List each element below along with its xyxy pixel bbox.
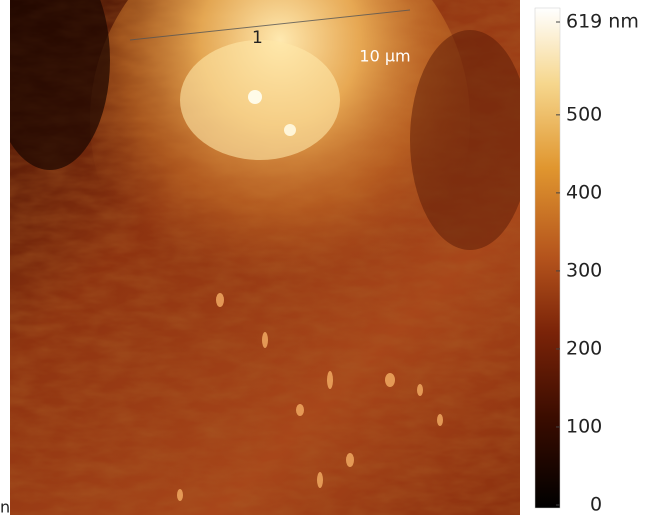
- colorbar-ticks: 619 nm 500 400 300 200 100 0: [556, 11, 639, 515]
- corner-label: n: [0, 498, 10, 515]
- colorbar-tick-label: 200: [566, 337, 602, 359]
- colorbar-tick-label: 619 nm: [566, 11, 639, 33]
- colorbar: [535, 8, 560, 508]
- scale-bar-label: 10 µm: [359, 47, 410, 66]
- colorbar-tick-label: 300: [566, 259, 602, 281]
- profile-label: 1: [252, 28, 263, 48]
- colorbar-tick-label: 0: [590, 494, 602, 515]
- afm-figure: 1 10 µm n 619 nm 500 400 300 200 100 0: [0, 0, 658, 515]
- colorbar-tick-label: 500: [566, 103, 602, 125]
- colorbar-tick-label: 100: [566, 415, 602, 437]
- colorbar-tick-label: 400: [566, 181, 602, 203]
- afm-image: 1 10 µm: [0, 0, 530, 515]
